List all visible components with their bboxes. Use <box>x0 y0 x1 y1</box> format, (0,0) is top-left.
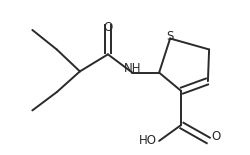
Text: NH: NH <box>124 62 141 75</box>
Text: O: O <box>103 21 113 34</box>
Text: O: O <box>212 130 221 143</box>
Text: HO: HO <box>139 134 157 147</box>
Text: S: S <box>166 30 174 43</box>
